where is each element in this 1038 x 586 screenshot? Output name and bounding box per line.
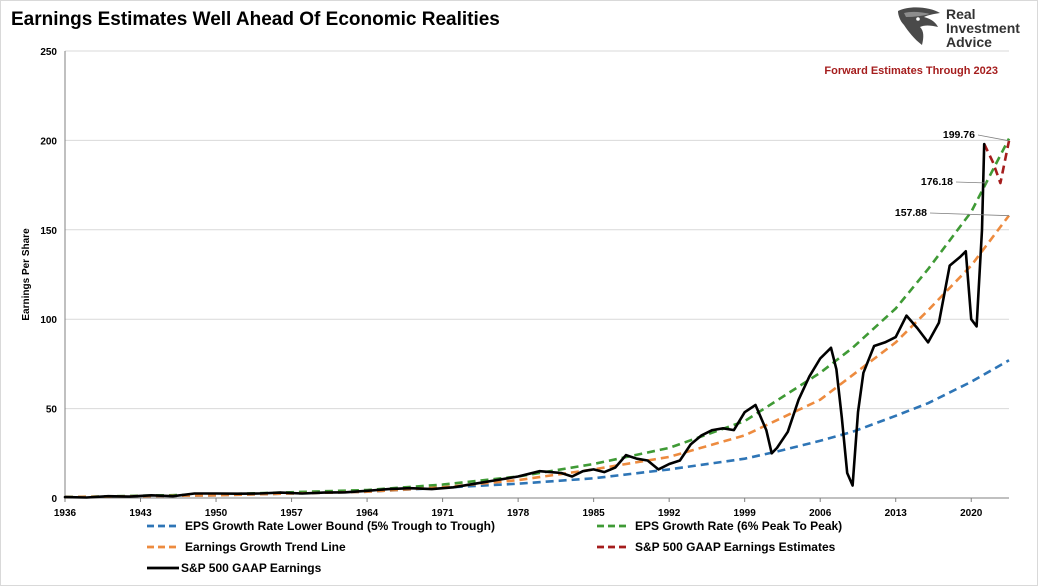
legend-label: EPS Growth Rate Lower Bound (5% Trough t… <box>185 519 495 533</box>
y-axis-label: Earnings Per Share <box>21 228 32 321</box>
y-tick-label: 150 <box>40 226 57 237</box>
x-tick-label: 2013 <box>885 508 908 519</box>
x-tick-label: 1985 <box>583 508 606 519</box>
y-tick-label: 0 <box>51 494 57 505</box>
y-tick-label: 200 <box>40 136 57 147</box>
legend-label: Earnings Growth Trend Line <box>185 540 346 554</box>
x-tick-label: 1950 <box>205 508 228 519</box>
value-callout-leader <box>977 134 1010 142</box>
forward-estimates-annotation: Forward Estimates Through 2023 <box>824 65 998 77</box>
series-line-2 <box>64 214 1011 499</box>
x-tick-label: 2020 <box>960 508 983 519</box>
y-tick-label: 50 <box>46 405 58 416</box>
page-title: Earnings Estimates Well Ahead Of Economi… <box>11 9 500 30</box>
logo-text: Real Investment Advice <box>946 7 1020 49</box>
x-tick-label: 1971 <box>431 508 454 519</box>
x-tick-label: 1936 <box>54 508 77 519</box>
logo-line: Real <box>946 6 976 22</box>
logo: Real Investment Advice <box>894 5 1034 51</box>
value-callout-leader <box>955 181 988 184</box>
value-callout-leader <box>929 212 1010 217</box>
x-tick-label: 1964 <box>356 508 379 519</box>
logo-line: Advice <box>946 34 992 50</box>
x-tick-label: 1978 <box>507 508 530 519</box>
logo-line: Investment <box>946 20 1020 36</box>
legend-label: S&P 500 GAAP Earnings <box>181 561 322 575</box>
x-tick-label: 1999 <box>734 508 757 519</box>
y-tick-label: 250 <box>40 47 57 58</box>
legend-label: EPS Growth Rate (6% Peak To Peak) <box>635 519 842 533</box>
x-tick-label: 1992 <box>658 508 681 519</box>
series-line-3 <box>983 140 1011 185</box>
value-callout-label: 157.88 <box>895 207 927 219</box>
value-callout-label: 176.18 <box>921 176 953 188</box>
legend-label: S&P 500 GAAP Earnings Estimates <box>635 540 836 554</box>
x-tick-label: 1943 <box>129 508 152 519</box>
series-line-1 <box>64 138 1011 499</box>
eagle-head-icon <box>898 7 940 45</box>
y-tick-label: 100 <box>40 315 57 326</box>
value-callout-label: 199.76 <box>943 129 975 141</box>
x-tick-label: 1957 <box>280 508 303 519</box>
x-tick-label: 2006 <box>809 508 832 519</box>
series-line-4 <box>63 142 986 499</box>
